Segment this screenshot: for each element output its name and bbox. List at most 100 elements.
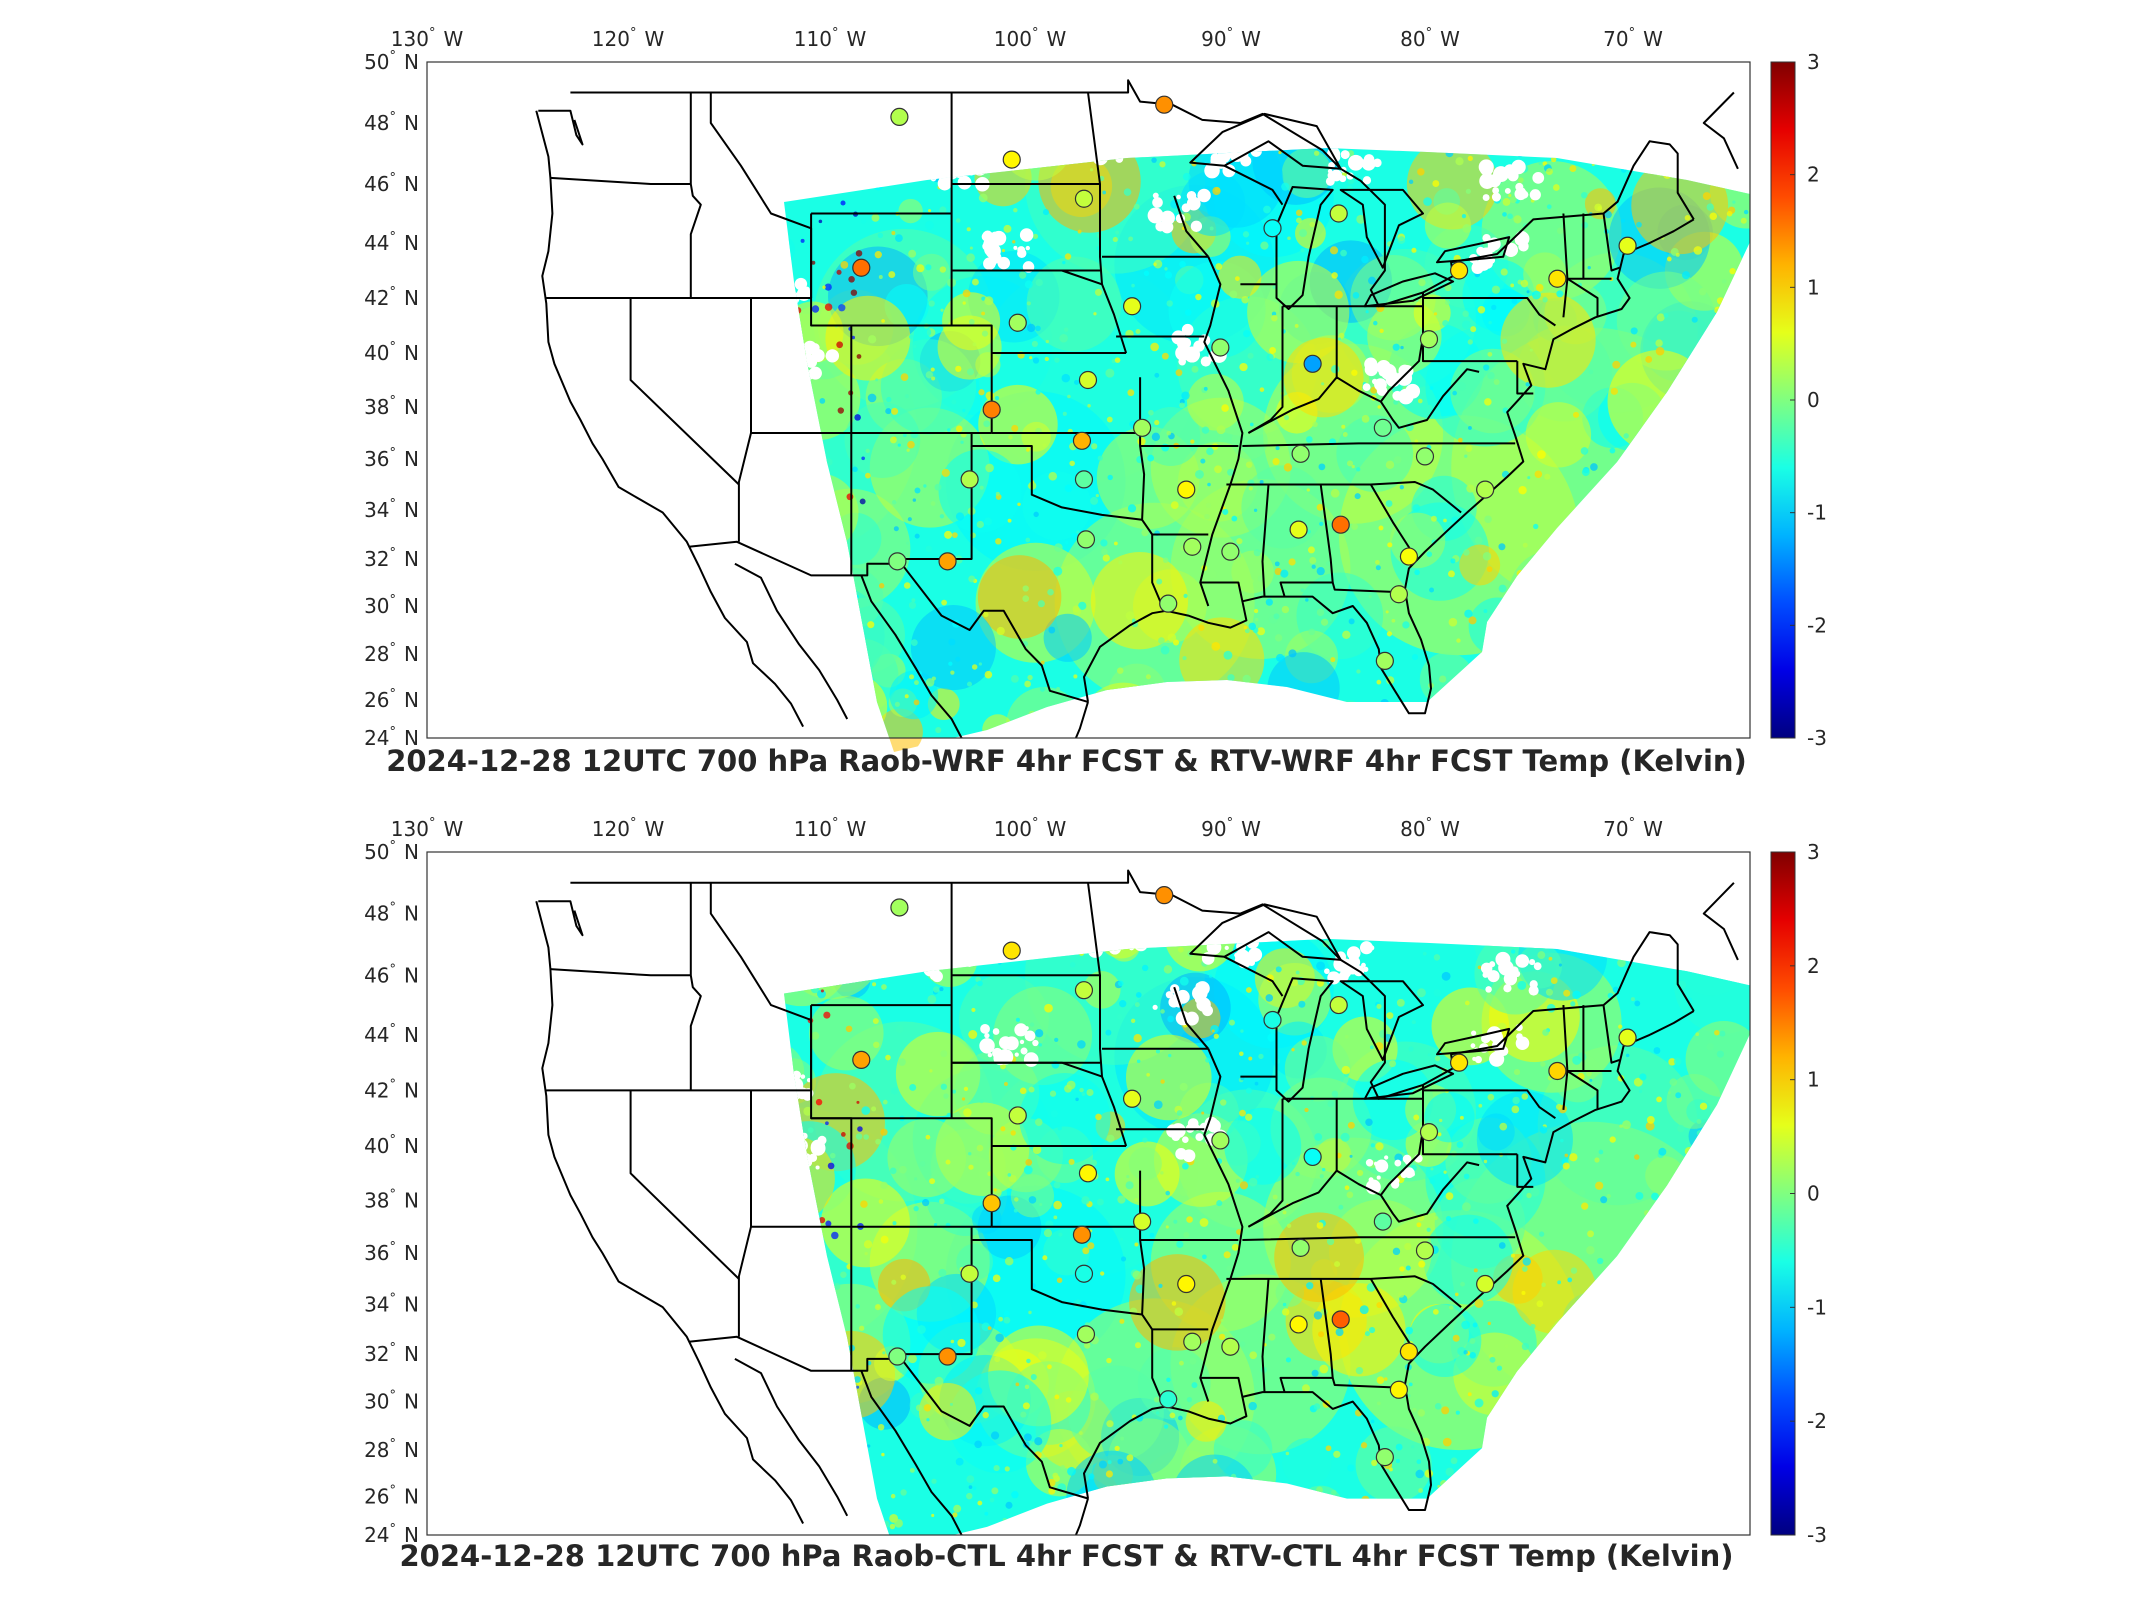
map-panel-raob-ctl: 130° W 120° W 110° W 100° W 90° W 80° W 70° W 24° N 26° N…	[0, 785, 2133, 1600]
state-borders	[535, 79, 1739, 738]
lat-tick-label: 28° N	[364, 641, 419, 666]
station-marker	[982, 1194, 1001, 1213]
station-marker	[1122, 297, 1142, 316]
station-marker	[938, 552, 957, 571]
station-marker	[960, 1264, 979, 1283]
lat-tick-label: 24° N	[364, 1522, 419, 1547]
station-marker	[1074, 1264, 1094, 1283]
colorbar-tick-label: -3	[1807, 1523, 1827, 1547]
station-marker	[1133, 418, 1152, 437]
map-figure-raob-wrf: 130° W 120° W 110° W 100° W 90° W 80° W 70° W 24° N 26° N…	[364, 26, 1827, 752]
station-marker	[1133, 1212, 1152, 1231]
station-marker	[1329, 995, 1348, 1015]
colorbar: -3 -2 -1 0 1 2 3	[1770, 50, 1827, 750]
station-marker	[1211, 1131, 1230, 1150]
station-marker	[1375, 651, 1394, 671]
colorbar: -3 -2 -1 0 1 2 3	[1770, 840, 1827, 1547]
station-marker	[1419, 1123, 1439, 1142]
lon-tick-label: 90° W	[1201, 816, 1261, 841]
lon-tick-label: 80° W	[1400, 816, 1460, 841]
raob-stations	[852, 95, 1637, 671]
station-marker	[1263, 1010, 1282, 1030]
lat-tick-label: 50° N	[364, 839, 419, 864]
station-marker	[1008, 313, 1027, 332]
station-marker	[852, 258, 871, 277]
station-marker	[1221, 1337, 1240, 1356]
station-marker	[1618, 236, 1637, 255]
lat-tick-label: 30° N	[364, 1389, 419, 1414]
station-marker	[1331, 515, 1350, 534]
station-marker	[1399, 1342, 1419, 1361]
lat-tick-label: 36° N	[364, 1240, 419, 1265]
map-title-raob-ctl: 2024-12-28 12UTC 700 hPa Raob-CTL 4hr FC…	[399, 1539, 1734, 1573]
colorbar-tick-label: 3	[1807, 50, 1820, 74]
station-marker	[1177, 1274, 1196, 1294]
station-marker	[1072, 431, 1092, 450]
lat-tick-label: 26° N	[364, 687, 419, 712]
lat-tick-label: 48° N	[364, 901, 419, 926]
map-title-raob-wrf: 2024-12-28 12UTC 700 hPa Raob-WRF 4hr FC…	[386, 744, 1747, 778]
lat-tick-label: 40° N	[364, 340, 419, 365]
station-marker	[1548, 269, 1567, 288]
station-marker	[852, 1050, 871, 1069]
lat-tick-label: 48° N	[364, 110, 419, 135]
station-marker	[1074, 189, 1094, 208]
lon-tick-label: 120° W	[592, 26, 665, 51]
lat-tick-label: 40° N	[364, 1133, 419, 1158]
station-marker	[888, 552, 907, 571]
lon-tick-label: 130° W	[391, 26, 464, 51]
station-marker	[1373, 418, 1392, 437]
lon-tick-label: 80° W	[1400, 26, 1460, 51]
station-marker	[1183, 537, 1202, 556]
lat-tick-label: 38° N	[364, 1188, 419, 1213]
station-marker	[1159, 1390, 1178, 1409]
lat-tick-label: 32° N	[364, 1341, 419, 1366]
station-marker	[1159, 594, 1178, 613]
station-marker	[1399, 547, 1419, 566]
station-marker	[1476, 1274, 1495, 1294]
station-marker	[1221, 542, 1240, 561]
station-marker	[1076, 1325, 1096, 1344]
colorbar-tick-label: 1	[1807, 1068, 1820, 1092]
station-marker	[1449, 1053, 1469, 1072]
station-marker	[888, 1347, 907, 1366]
colorbar-tick-label: 1	[1807, 275, 1820, 299]
station-marker	[1303, 1147, 1322, 1167]
colorbar-tick-label: 0	[1807, 1182, 1820, 1206]
station-marker	[1548, 1061, 1567, 1081]
station-marker	[890, 107, 909, 127]
lon-tick-label: 130° W	[391, 816, 464, 841]
station-marker	[1289, 1315, 1308, 1334]
station-marker	[1211, 338, 1230, 357]
lon-tick-label: 70° W	[1603, 816, 1663, 841]
lon-tick-label: 120° W	[592, 816, 665, 841]
lat-tick-label: 44° N	[364, 1022, 419, 1047]
station-marker	[1291, 1238, 1310, 1257]
station-marker	[1291, 444, 1310, 463]
station-marker	[1008, 1106, 1027, 1125]
station-marker	[1078, 1164, 1098, 1183]
lat-tick-label: 28° N	[364, 1437, 419, 1462]
station-marker	[1076, 530, 1096, 549]
colorbar-tick-label: -3	[1807, 726, 1827, 750]
colorbar-tick-label: 3	[1807, 840, 1820, 864]
station-marker	[1389, 585, 1408, 604]
station-marker	[1072, 1225, 1092, 1244]
raob-stations	[852, 886, 1637, 1467]
lon-tick-label: 90° W	[1201, 26, 1261, 51]
station-marker	[1329, 204, 1348, 223]
colorbar-tick-label: 2	[1807, 163, 1820, 187]
station-marker	[1177, 480, 1196, 499]
map-figure-raob-ctl: 130° W 120° W 110° W 100° W 90° W 80° W 70° W 24° N 26° N…	[364, 816, 1827, 1550]
station-marker	[982, 400, 1001, 419]
station-marker	[1289, 520, 1308, 539]
station-marker	[1078, 370, 1098, 390]
station-marker	[1074, 470, 1094, 489]
station-marker	[1122, 1089, 1142, 1108]
station-marker	[1155, 886, 1174, 905]
lat-tick-label: 46° N	[364, 171, 419, 196]
station-marker	[1476, 480, 1495, 499]
station-marker	[1449, 261, 1469, 280]
station-marker	[1303, 354, 1322, 373]
station-marker	[1155, 95, 1174, 114]
